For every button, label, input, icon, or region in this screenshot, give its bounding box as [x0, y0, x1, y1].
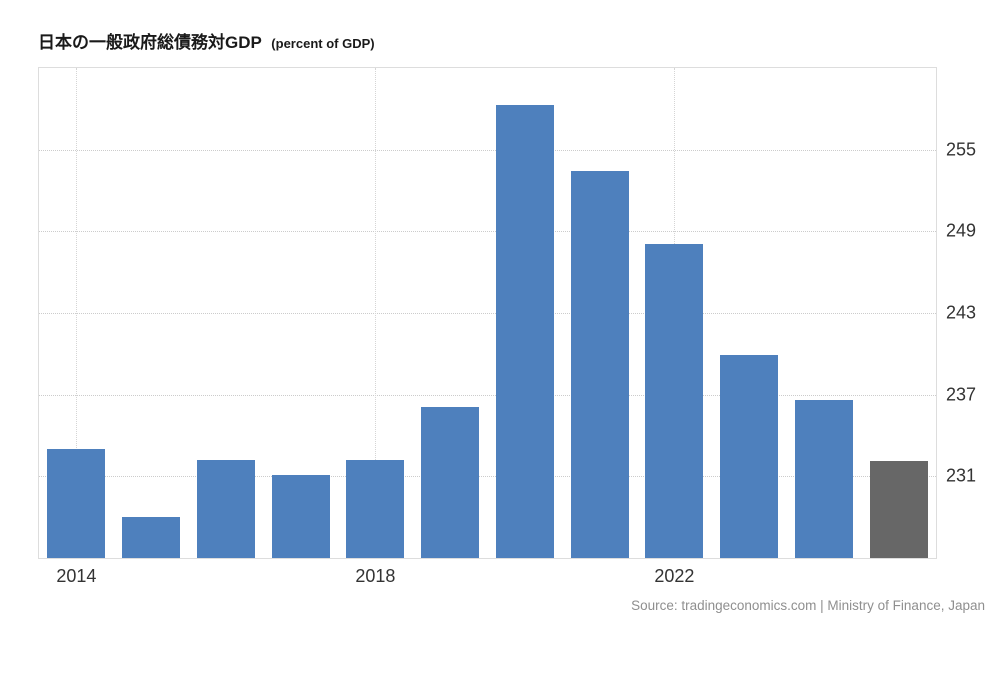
gridline-vertical	[76, 68, 78, 558]
gridline-horizontal	[39, 231, 936, 233]
x-axis-tick-label: 2018	[355, 566, 396, 586]
bar-2018[interactable]	[346, 460, 405, 558]
gridline-vertical	[375, 68, 377, 558]
bar-2024[interactable]	[794, 400, 853, 558]
bar-2023[interactable]	[720, 355, 779, 558]
chart-title-main: 日本の一般政府総債務対GDP	[38, 33, 262, 52]
bar-2021[interactable]	[570, 171, 629, 558]
gridline-horizontal	[39, 394, 936, 396]
bar-2014[interactable]	[47, 449, 106, 558]
gridline-horizontal	[39, 149, 936, 151]
bar-2015[interactable]	[122, 517, 181, 558]
plot-area: 231 237 243 249 255 2014 2018 2022	[38, 67, 976, 586]
bar-2022[interactable]	[645, 243, 704, 558]
x-axis-tick-label: 2022	[654, 566, 695, 586]
bar-2019[interactable]	[421, 406, 480, 558]
y-axis-tick-label: 249	[946, 220, 977, 241]
y-axis-tick-label: 231	[946, 465, 977, 486]
gridline-horizontal	[39, 313, 936, 314]
bar-2025[interactable]	[869, 461, 928, 558]
source-text: Source: tradingeconomics.com | Ministry …	[631, 598, 985, 613]
bar-2016[interactable]	[196, 460, 255, 558]
x-axis-tick-label: 2014	[56, 566, 97, 586]
chart-title-sub: (percent of GDP)	[271, 36, 375, 51]
bar-2020[interactable]	[495, 104, 554, 558]
gridline-horizontal	[39, 476, 936, 478]
bar-2017[interactable]	[271, 474, 330, 558]
y-axis-tick-label: 255	[946, 139, 977, 160]
y-axis-tick-label: 237	[946, 384, 977, 405]
y-axis-tick-label: 243	[946, 302, 977, 323]
chart-title: 日本の一般政府総債務対GDP (percent of GDP)	[38, 28, 375, 53]
